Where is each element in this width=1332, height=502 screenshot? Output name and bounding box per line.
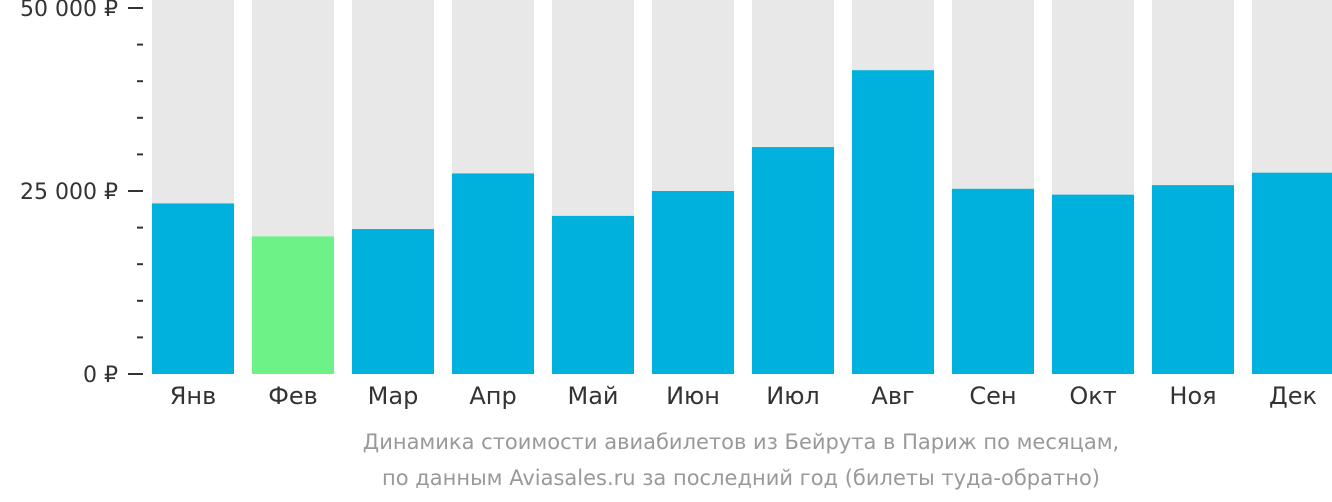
bar-11 — [1152, 185, 1234, 374]
bar-2 — [252, 236, 334, 374]
price-bar-chart: 0 ₽ 25 000 ₽ 50 000 ₽ Янв Фев Мар Апр Май Июн Ию… — [20, 0, 1332, 410]
x-axis: Янв Фев Мар Апр Май Июн Июл Авг Сен Окт Ноя Дек — [170, 382, 1317, 410]
y-tick-label: 25 000 ₽ — [20, 180, 118, 205]
y-tick-label: 0 ₽ — [83, 363, 118, 388]
x-tick-label: Дек — [1269, 382, 1317, 410]
chart-caption-line-2: по данным Aviasales.ru за последний год … — [382, 466, 1100, 490]
x-tick-label: Окт — [1069, 382, 1116, 410]
x-tick-label: Июн — [666, 382, 720, 410]
bar-1 — [152, 203, 234, 374]
x-tick-label: Фев — [268, 382, 318, 410]
x-tick-label: Май — [567, 382, 618, 410]
x-tick-label: Апр — [469, 382, 516, 410]
bar-12 — [1252, 172, 1332, 374]
x-tick-label: Июл — [766, 382, 820, 410]
bar-4 — [452, 173, 534, 374]
y-tick-label: 50 000 ₽ — [20, 0, 118, 22]
bar-6 — [652, 191, 734, 374]
y-axis: 0 ₽ 25 000 ₽ 50 000 ₽ — [20, 0, 143, 388]
bar-10 — [1052, 194, 1134, 374]
bar-8 — [852, 70, 934, 374]
x-tick-label: Сен — [969, 382, 1016, 410]
bar-9 — [952, 188, 1034, 374]
x-tick-label: Мар — [368, 382, 419, 410]
bar-5 — [552, 215, 634, 374]
bar-7 — [752, 147, 834, 374]
x-tick-label: Авг — [871, 382, 914, 410]
bar-3 — [352, 229, 434, 374]
x-tick-label: Янв — [170, 382, 217, 410]
bars — [152, 70, 1332, 374]
chart-caption-line-1: Динамика стоимости авиабилетов из Бейрут… — [362, 430, 1120, 454]
x-tick-label: Ноя — [1169, 382, 1216, 410]
